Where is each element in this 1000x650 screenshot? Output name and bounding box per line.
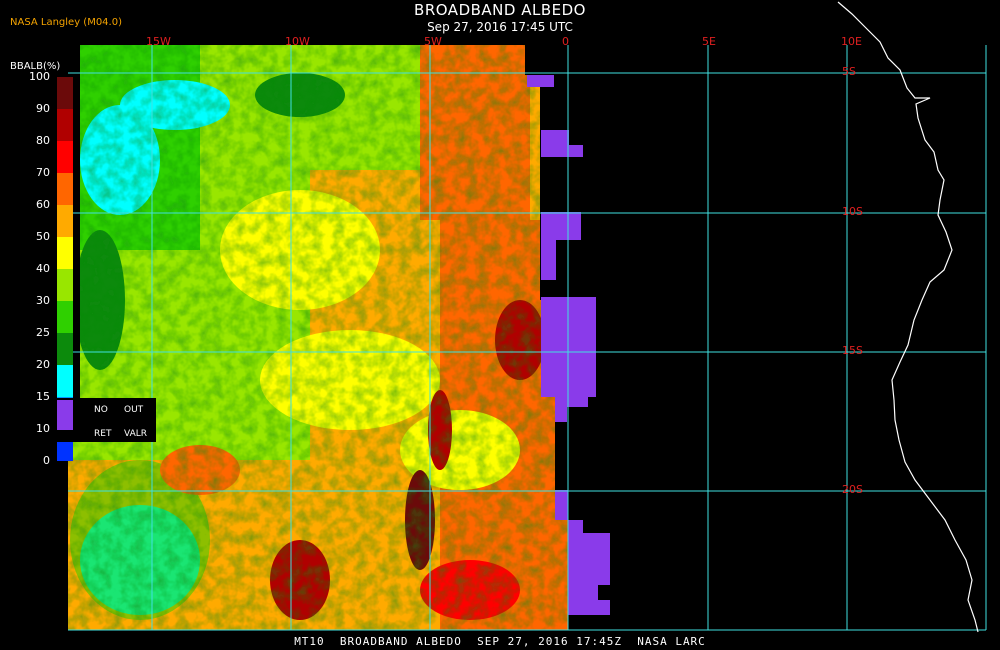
legend-swatch [57,269,73,301]
source-label: NASA Langley (M04.0) [10,17,122,28]
legend-swatch [57,301,73,333]
legend-swatch [57,205,73,237]
legend-title: BBALB(%) [10,61,61,72]
legend-swatch [57,109,73,141]
legend-swatch [57,173,73,205]
legend-tick-label: 100 [29,70,50,83]
legend-tick-label: 20 [36,358,50,371]
footer-caption: MT10 BROADBAND ALBEDO SEP 27, 2016 17:45… [294,635,706,648]
legend-swatch [57,77,73,109]
legend-label-ret: RET [94,429,112,439]
legend-tick-label: 40 [36,262,50,275]
longitude-label: 5W [424,35,442,48]
legend-no-retrieval-box: NO OUT RET VALR [52,398,156,442]
albedo-field [68,45,568,630]
legend-tick-label: 25 [36,326,50,339]
map-title: BROADBAND ALBEDO [414,1,586,19]
longitude-label: 15W [146,35,171,48]
legend-tick-label: 80 [36,134,50,147]
legend-tick-label: 10 [36,422,50,435]
latitude-label: 10S [842,205,863,218]
legend-label-no: NO [94,405,108,415]
legend-swatch [57,333,73,365]
legend-tick-label: 50 [36,230,50,243]
legend-label-out: OUT [124,405,144,415]
legend-tick-label: 0 [43,454,50,467]
legend-tick-label: 60 [36,198,50,211]
legend-tick-label: 70 [36,166,50,179]
latitude-label: 5S [842,65,856,78]
legend-swatch [57,237,73,269]
map-datetime: Sep 27, 2016 17:45 UTC [427,20,573,34]
longitude-label: 10E [841,35,862,48]
legend-swatch [57,141,73,173]
legend-swatch-no-retrieval [57,400,73,430]
legend-label-valr: VALR [124,429,148,439]
latitude-label: 15S [842,344,863,357]
longitude-label: 5E [702,35,716,48]
legend-swatch [57,365,73,397]
legend-tick-label: 30 [36,294,50,307]
lat-lon-grid [68,45,987,631]
latitude-label: 20S [842,483,863,496]
legend-tick-label: 90 [36,102,50,115]
longitude-label: 10W [285,35,310,48]
legend-tick-label: 15 [36,390,50,403]
longitude-label: 0 [562,35,569,48]
africa-coastline [837,1,979,633]
